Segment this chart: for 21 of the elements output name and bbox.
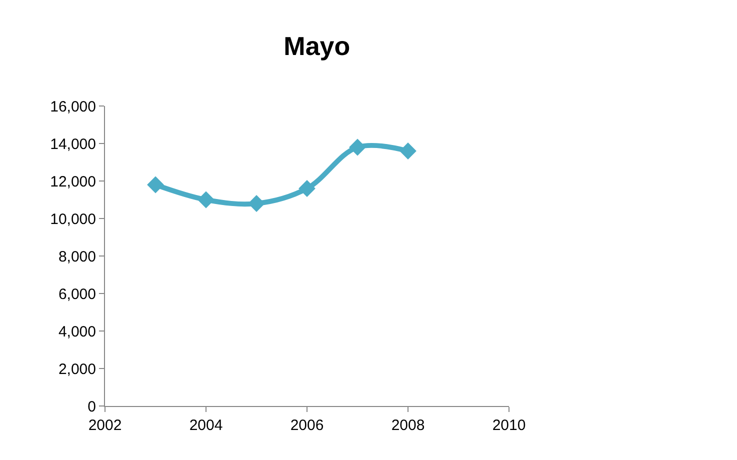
y-tick-label: 6,000 [58, 286, 96, 303]
point [198, 191, 214, 208]
point [147, 176, 164, 194]
point [349, 138, 366, 156]
point [400, 142, 416, 160]
y-tick-label: 2,000 [58, 360, 96, 378]
y-tick-label: 14,000 [50, 136, 96, 153]
x-tick-label: 2008 [391, 417, 425, 434]
chart-title: Mayo [284, 31, 350, 62]
point [298, 180, 316, 197]
x-tick-label: 2004 [189, 417, 223, 434]
point [248, 195, 265, 212]
y-tick-label: 4,000 [58, 323, 96, 340]
x-tick-label: 2006 [290, 417, 324, 434]
y-tick-label: 16,000 [50, 98, 96, 116]
x-tick-label: 2002 [88, 417, 122, 434]
y-tick-label: 12,000 [50, 173, 96, 190]
x-tick-label: 2010 [492, 417, 526, 434]
y-tick-label: 8,000 [58, 248, 96, 266]
y-tick-label: 0 [88, 398, 96, 416]
y-tick-label: 10,000 [50, 210, 96, 228]
